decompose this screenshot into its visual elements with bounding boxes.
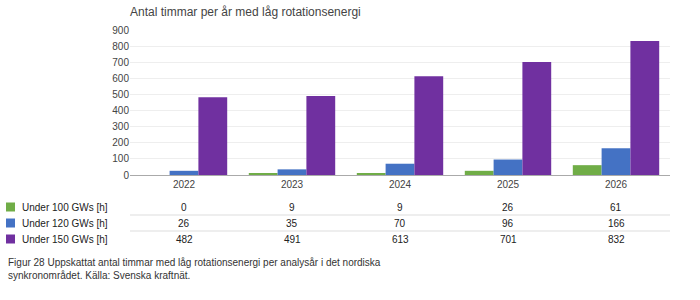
svg-text:9: 9 bbox=[289, 202, 295, 213]
svg-text:600: 600 bbox=[112, 73, 129, 84]
svg-text:35: 35 bbox=[286, 218, 298, 229]
svg-text:0: 0 bbox=[181, 202, 187, 213]
svg-text:2025: 2025 bbox=[497, 179, 520, 190]
svg-text:Under 100 GWs [h]: Under 100 GWs [h] bbox=[22, 202, 108, 213]
svg-text:613: 613 bbox=[392, 234, 409, 245]
svg-text:832: 832 bbox=[608, 234, 625, 245]
svg-text:9: 9 bbox=[397, 202, 403, 213]
svg-text:2024: 2024 bbox=[389, 179, 412, 190]
svg-text:700: 700 bbox=[112, 57, 129, 68]
svg-text:400: 400 bbox=[112, 105, 129, 116]
svg-text:200: 200 bbox=[112, 137, 129, 148]
svg-text:26: 26 bbox=[502, 202, 514, 213]
svg-text:2023: 2023 bbox=[281, 179, 304, 190]
svg-text:2022: 2022 bbox=[173, 179, 196, 190]
svg-text:Under 120 GWs [h]: Under 120 GWs [h] bbox=[22, 218, 108, 229]
svg-text:166: 166 bbox=[608, 218, 625, 229]
svg-text:Antal timmar per år med låg ro: Antal timmar per år med låg rotationsene… bbox=[130, 5, 361, 19]
svg-text:500: 500 bbox=[112, 89, 129, 100]
svg-text:701: 701 bbox=[500, 234, 517, 245]
svg-text:Figur 28 Uppskattat antal timm: Figur 28 Uppskattat antal timmar med låg… bbox=[8, 257, 381, 281]
svg-text:800: 800 bbox=[112, 41, 129, 52]
svg-text:96: 96 bbox=[502, 218, 514, 229]
svg-text:0: 0 bbox=[123, 170, 129, 181]
svg-text:900: 900 bbox=[112, 25, 129, 36]
svg-text:26: 26 bbox=[178, 218, 190, 229]
svg-text:61: 61 bbox=[610, 202, 622, 213]
svg-text:2026: 2026 bbox=[605, 179, 628, 190]
svg-text:Under 150 GWs [h]: Under 150 GWs [h] bbox=[22, 234, 108, 245]
svg-text:482: 482 bbox=[176, 234, 193, 245]
svg-text:300: 300 bbox=[112, 121, 129, 132]
svg-text:491: 491 bbox=[284, 234, 301, 245]
svg-text:70: 70 bbox=[394, 218, 406, 229]
svg-text:100: 100 bbox=[112, 153, 129, 164]
